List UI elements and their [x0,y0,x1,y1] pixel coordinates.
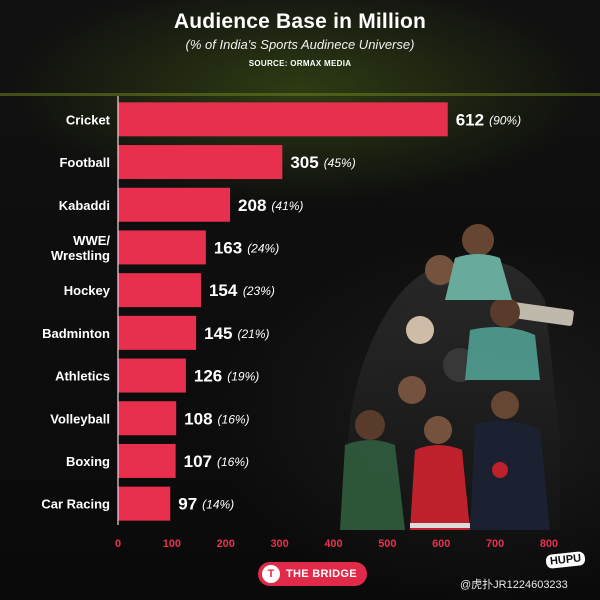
x-tick-label: 600 [432,538,450,550]
bar-0 [118,102,448,137]
percent-label: (21%) [237,327,269,341]
x-tick-label: 100 [163,538,181,550]
category-label: Badminton [42,326,110,341]
category-label: Boxing [66,454,110,469]
category-label: WWE/Wrestling [51,233,110,263]
category-label: Car Racing [41,497,110,512]
brand-logo-icon: T [262,565,280,583]
bar-9 [118,486,171,521]
category-label: Volleyball [50,411,110,426]
percent-label: (90%) [489,113,521,127]
value-label: 107 [184,452,212,471]
x-tick-label: 800 [540,538,558,550]
percent-label: (14%) [202,498,234,512]
chart-header: Audience Base in Million (% of India's S… [0,10,600,68]
percent-label: (41%) [271,199,303,213]
watermark-text: @虎扑JR1224603233 [460,579,568,591]
bar-6 [118,358,186,393]
percent-label: (16%) [217,455,249,469]
percent-label: (19%) [227,370,259,384]
value-label: 208 [238,196,266,215]
percent-label: (23%) [243,284,275,298]
x-tick-label: 0 [115,538,121,550]
percent-label: (24%) [247,241,279,255]
percent-label: (45%) [324,156,356,170]
x-tick-label: 400 [324,538,342,550]
brand-name: THE BRIDGE [286,568,357,580]
percent-label: (16%) [218,412,250,426]
x-tick-label: 700 [486,538,504,550]
bar-1 [118,145,283,180]
category-label: Hockey [64,283,111,298]
value-label: 97 [178,495,197,514]
brand-badge: T THE BRIDGE [258,562,367,586]
bar-7 [118,401,177,436]
value-label: 154 [209,281,238,300]
value-label: 126 [194,367,222,386]
bar-8 [118,443,176,478]
category-label: Football [59,155,110,170]
chart-subtitle: (% of India's Sports Audinece Universe) [185,37,415,52]
x-tick-label: 200 [217,538,235,550]
bar-2 [118,187,231,222]
header-divider [0,93,600,96]
value-label: 145 [204,324,232,343]
bar-4 [118,273,201,308]
chart-title: Audience Base in Million [173,10,427,33]
x-tick-label: 500 [378,538,396,550]
category-label: Cricket [66,112,111,127]
bar-5 [118,315,197,350]
x-tick-label: 300 [270,538,288,550]
value-label: 163 [214,238,242,257]
category-label: Athletics [55,369,110,384]
category-label: Kabaddi [59,198,110,213]
bar-3 [118,230,206,265]
value-label: 612 [456,110,484,129]
chart-source: SOURCE: ORMAX MEDIA [248,59,352,68]
value-label: 108 [184,409,212,428]
value-label: 305 [290,153,318,172]
